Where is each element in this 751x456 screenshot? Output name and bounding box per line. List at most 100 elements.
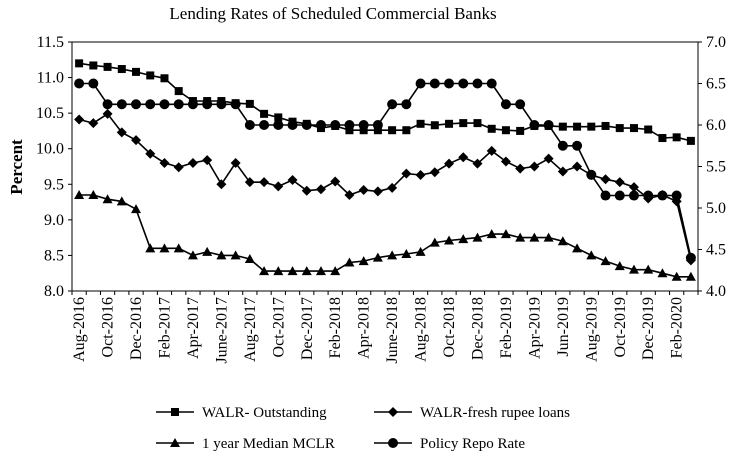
data-point: [216, 179, 227, 190]
data-point: [145, 243, 156, 253]
data-point: [160, 74, 169, 83]
data-point: [614, 177, 625, 188]
data-point: [344, 257, 355, 267]
x-tick-label: Aug-2018: [413, 297, 430, 362]
series-line: [79, 82, 692, 258]
data-point: [131, 99, 142, 110]
data-point: [458, 78, 469, 89]
data-point: [174, 87, 183, 96]
data-point: [601, 121, 610, 130]
x-tick-label: Dec-2017: [299, 297, 316, 360]
x-tick-label: Dec-2018: [470, 297, 487, 360]
data-point: [572, 161, 583, 172]
data-point: [415, 78, 426, 89]
data-point: [330, 266, 341, 276]
legend-label: Policy Repo Rate: [420, 436, 525, 452]
data-point: [74, 189, 85, 199]
right-tick-label: 7.0: [706, 34, 726, 51]
series-line: [79, 194, 691, 278]
data-point: [529, 232, 540, 242]
x-tick-label: Oct-2017: [270, 297, 287, 357]
data-point: [643, 264, 654, 274]
data-point: [287, 175, 298, 186]
data-point: [102, 108, 113, 119]
data-point: [515, 232, 526, 242]
data-point: [301, 185, 312, 196]
data-point: [187, 250, 198, 260]
data-point: [159, 243, 170, 253]
data-point: [244, 177, 255, 188]
data-point: [315, 120, 326, 130]
data-point: [301, 120, 312, 130]
data-point: [501, 126, 510, 135]
data-point: [415, 246, 426, 256]
data-point: [74, 78, 85, 89]
right-tick-label: 6.5: [706, 76, 726, 93]
data-point: [145, 99, 156, 110]
data-point: [187, 99, 198, 110]
data-point: [358, 184, 369, 195]
data-point: [344, 189, 355, 200]
data-point: [216, 250, 227, 260]
data-point: [173, 99, 184, 110]
data-point: [657, 268, 668, 278]
data-point: [572, 243, 583, 253]
data-point: [543, 232, 554, 242]
data-point: [173, 162, 184, 173]
data-point: [388, 126, 397, 135]
data-point: [586, 250, 597, 260]
data-point: [216, 99, 227, 110]
data-point: [529, 161, 540, 172]
data-point: [330, 176, 341, 187]
chart-title: Lending Rates of Scheduled Commercial Ba…: [169, 4, 496, 23]
data-point: [458, 152, 469, 163]
data-point: [600, 190, 611, 201]
data-point: [159, 157, 170, 168]
data-point: [358, 120, 369, 130]
data-point: [685, 252, 696, 263]
series-circle: [74, 78, 696, 263]
left-tick-label: 11.0: [37, 70, 64, 87]
data-point: [287, 266, 298, 276]
data-point: [572, 140, 583, 151]
data-point: [146, 71, 155, 80]
legend-label: WALR- Outstanding: [202, 405, 327, 421]
legend-marker: [388, 438, 398, 448]
data-point: [614, 190, 625, 201]
data-point: [372, 252, 383, 262]
data-point: [103, 62, 112, 71]
data-point: [600, 174, 611, 185]
data-point: [472, 232, 483, 242]
data-point: [358, 256, 369, 266]
data-point: [116, 127, 127, 138]
data-point: [685, 271, 696, 281]
data-point: [75, 59, 84, 68]
legend-marker: [170, 438, 180, 447]
data-point: [387, 99, 398, 110]
data-point: [102, 99, 113, 110]
data-point: [473, 119, 482, 128]
x-tick-label: Apr-2017: [185, 297, 202, 359]
data-point: [230, 99, 241, 110]
data-point: [686, 136, 695, 145]
data-point: [586, 169, 597, 180]
data-point: [173, 243, 184, 253]
data-point: [587, 122, 596, 131]
data-point: [515, 99, 526, 110]
data-point: [543, 120, 554, 130]
data-point: [187, 157, 198, 168]
data-point: [486, 78, 497, 89]
data-point: [500, 99, 511, 110]
right-tick-label: 5.5: [706, 159, 726, 176]
left-tick-label: 8.0: [44, 283, 64, 300]
data-point: [372, 120, 383, 130]
data-point: [429, 78, 440, 89]
data-point: [658, 134, 667, 143]
right-tick-label: 4.5: [706, 242, 726, 259]
data-point: [259, 177, 270, 188]
data-point: [202, 99, 213, 110]
data-point: [573, 122, 582, 131]
legend-label: 1 year Median MCLR: [202, 436, 335, 452]
right-axis: 4.0 4.5 5.0 5.5 6.0 6.5 7.0: [698, 34, 726, 300]
data-point: [444, 235, 455, 245]
